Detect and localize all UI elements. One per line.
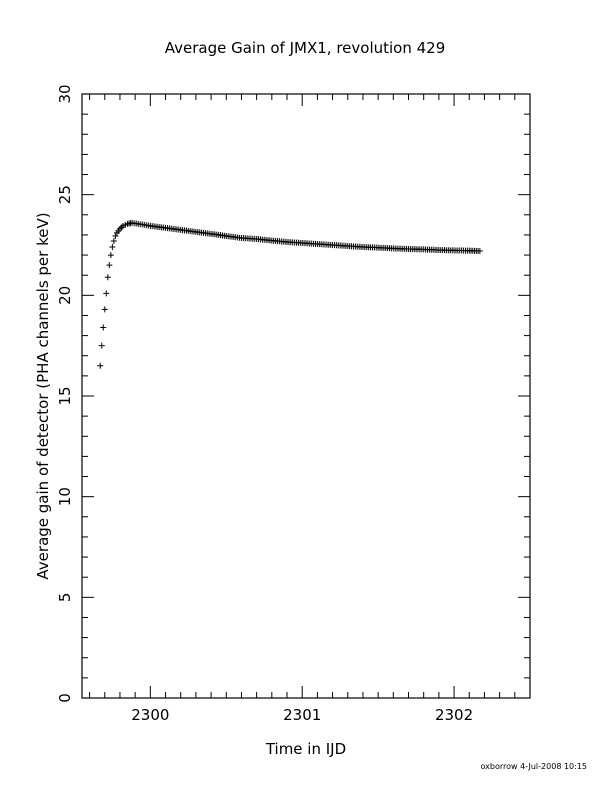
y-axis-label: Average gain of detector (PHA channels p… [34, 212, 52, 579]
footer-stamp: oxborrow 4-Jul-2008 10:15 [480, 762, 587, 771]
y-tick-label: 5 [56, 593, 74, 603]
data-point [98, 342, 105, 349]
data-point [97, 362, 104, 369]
y-tick-labels: 0 5 10 15 20 25 30 [56, 84, 74, 702]
data-point [107, 252, 114, 259]
data-point [104, 274, 111, 281]
y-tick-label: 0 [56, 693, 74, 703]
data-point [109, 244, 116, 251]
data-point [101, 306, 108, 313]
y-tick-label: 15 [56, 386, 74, 405]
data-point [106, 262, 113, 269]
data-point [100, 324, 107, 331]
x-tick-label: 2302 [435, 706, 473, 724]
data-point [112, 232, 119, 239]
axis-ticks [82, 93, 531, 699]
x-tick-labels: 2300 2301 2302 [131, 706, 473, 724]
y-tick-label: 30 [56, 84, 74, 103]
plot-frame [81, 93, 531, 699]
y-tick-label: 20 [56, 286, 74, 305]
chart-title: Average Gain of JMX1, revolution 429 [165, 39, 446, 57]
data-point [110, 237, 117, 244]
data-points [97, 219, 483, 369]
data-point [476, 248, 483, 255]
x-axis-label: Time in IJD [265, 740, 346, 758]
x-tick-label: 2301 [283, 706, 321, 724]
x-tick-label: 2300 [131, 706, 169, 724]
y-tick-label: 10 [56, 487, 74, 506]
y-tick-label: 25 [56, 185, 74, 204]
data-point [103, 290, 110, 297]
